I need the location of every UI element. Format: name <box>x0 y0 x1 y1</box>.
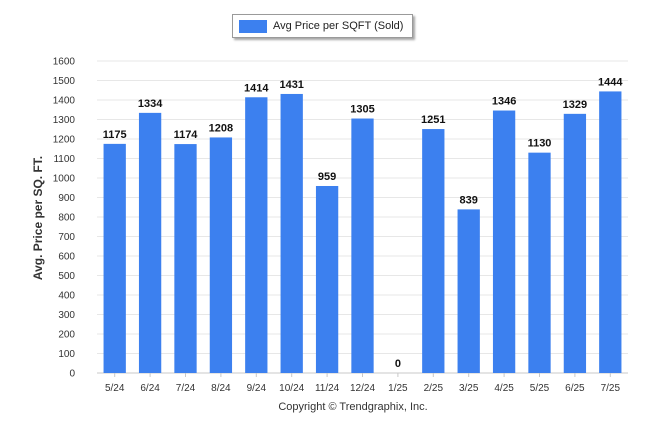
x-tick-label: 12/24 <box>350 383 375 394</box>
y-tick-label: 400 <box>58 291 75 302</box>
y-tick-label: 1000 <box>53 174 76 185</box>
bar <box>209 137 233 373</box>
x-tick-label: 8/24 <box>211 383 231 394</box>
y-tick-label: 100 <box>58 349 75 360</box>
y-tick-label: 1600 <box>53 57 76 68</box>
bar-data-label: 959 <box>318 171 336 183</box>
bar-data-label: 1346 <box>492 96 516 108</box>
y-tick-label: 1200 <box>53 135 76 146</box>
x-tick-label: 11/24 <box>315 383 340 394</box>
y-tick-label: 500 <box>58 271 75 282</box>
x-tick-label: 6/25 <box>565 383 585 394</box>
bar-data-label: 1175 <box>103 129 127 141</box>
legend: Avg Price per SQFT (Sold) <box>232 14 413 38</box>
y-tick-label: 300 <box>58 310 75 321</box>
x-tick-label: 2/25 <box>424 383 444 394</box>
bar <box>280 93 303 373</box>
y-tick-label: 800 <box>58 213 75 224</box>
bar <box>315 185 339 373</box>
x-tick-label: 3/25 <box>459 383 479 394</box>
bar-data-label: 0 <box>395 358 401 370</box>
bar <box>528 152 551 373</box>
x-tick-label: 7/24 <box>176 383 196 394</box>
y-tick-label: 0 <box>69 369 75 380</box>
x-tick-label: 7/25 <box>601 383 621 394</box>
bar-data-label: 1174 <box>174 129 199 141</box>
bar-data-label: 839 <box>460 194 478 206</box>
y-tick-label: 200 <box>58 330 75 341</box>
bar-data-label: 1444 <box>598 76 623 88</box>
x-tick-label: 1/25 <box>388 383 408 394</box>
y-tick-label: 600 <box>58 252 75 263</box>
x-tick-label: 9/24 <box>247 383 267 394</box>
bar-data-label: 1329 <box>563 99 587 111</box>
y-tick-label: 700 <box>58 232 75 243</box>
bar <box>138 112 162 374</box>
bar <box>563 113 587 373</box>
bar-data-label: 1130 <box>528 138 552 150</box>
y-tick-label: 1100 <box>53 154 75 165</box>
bar <box>103 143 126 373</box>
bar <box>457 209 480 373</box>
legend-swatch <box>239 19 267 33</box>
y-tick-label: 1500 <box>53 76 76 87</box>
x-tick-label: 5/25 <box>530 383 550 394</box>
bar-data-label: 1251 <box>421 114 445 126</box>
bar <box>245 97 268 374</box>
bar <box>492 110 516 373</box>
x-tick-label: 10/24 <box>279 383 304 394</box>
bar <box>351 118 374 374</box>
y-tick-label: 900 <box>58 193 75 204</box>
y-tick-label: 1300 <box>53 115 76 126</box>
bar <box>422 129 445 373</box>
y-tick-label: 1400 <box>53 96 76 107</box>
x-tick-label: 5/24 <box>105 383 125 394</box>
bar-data-label: 1208 <box>209 122 233 134</box>
bar-data-label: 1334 <box>138 98 163 110</box>
bar-data-label: 1414 <box>244 82 269 94</box>
bar <box>174 144 197 373</box>
bar-data-label: 1431 <box>279 79 303 91</box>
copyright-footer: Copyright © Trendgraphix, Inc. <box>278 401 428 413</box>
legend-label: Avg Price per SQFT (Sold) <box>273 20 404 32</box>
x-tick-label: 4/25 <box>494 383 514 394</box>
bar <box>599 91 622 374</box>
x-tick-label: 6/24 <box>140 383 160 394</box>
bar-data-label: 1305 <box>350 104 374 116</box>
